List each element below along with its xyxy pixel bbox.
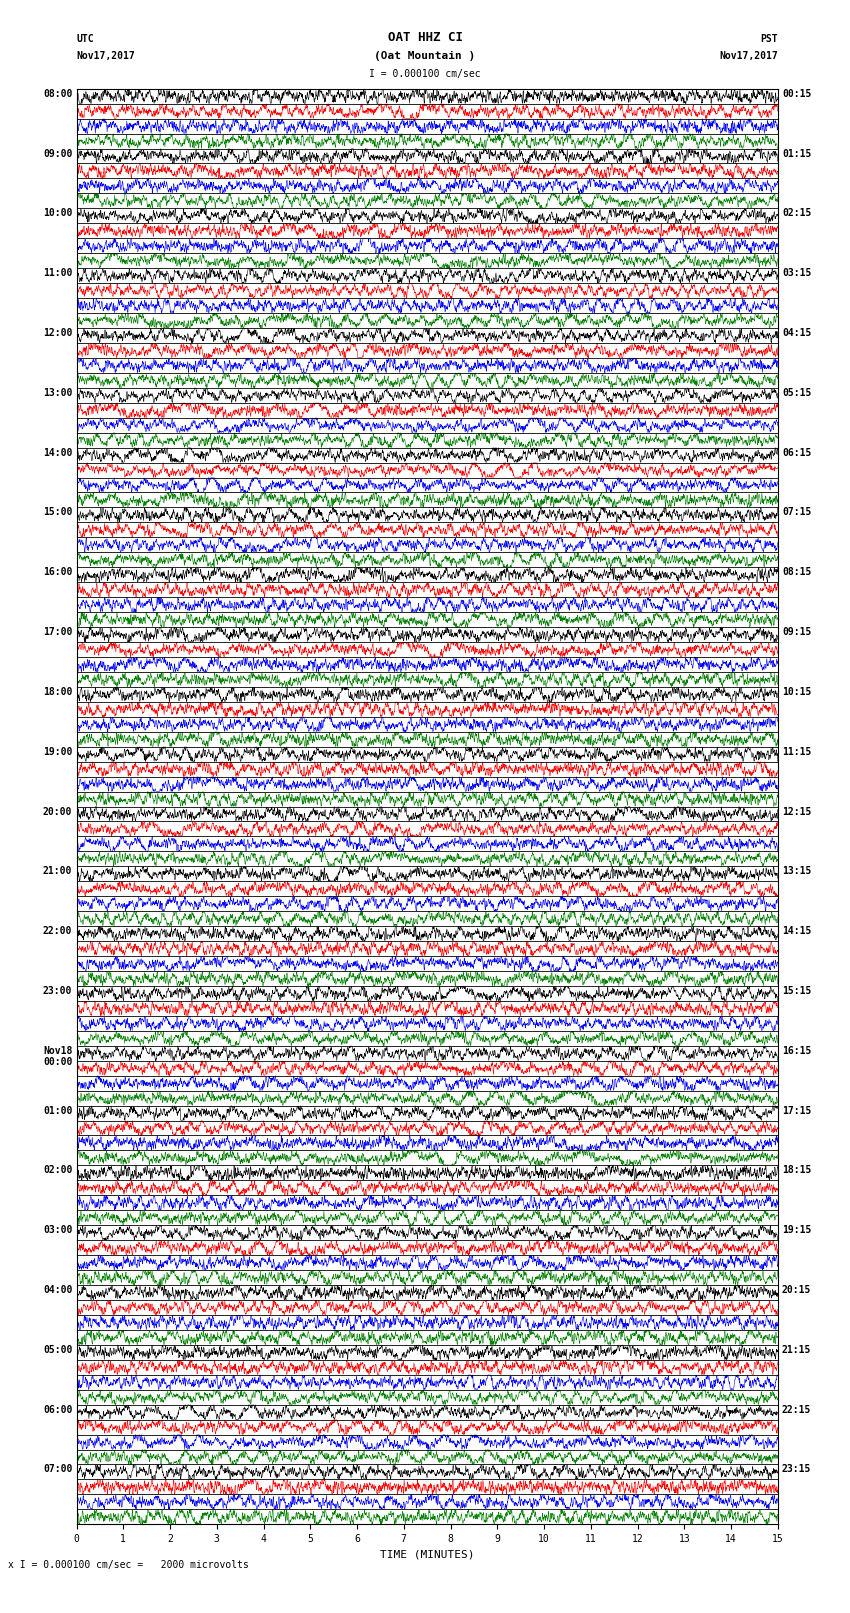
- Text: 18:00: 18:00: [42, 687, 72, 697]
- Text: 01:15: 01:15: [782, 148, 812, 158]
- Text: 10:15: 10:15: [782, 687, 812, 697]
- Text: 22:15: 22:15: [782, 1405, 812, 1415]
- Text: 08:00: 08:00: [42, 89, 72, 98]
- Text: 03:00: 03:00: [42, 1226, 72, 1236]
- Text: 22:00: 22:00: [42, 926, 72, 936]
- Text: 04:15: 04:15: [782, 327, 812, 339]
- Text: 06:00: 06:00: [42, 1405, 72, 1415]
- Text: 07:00: 07:00: [42, 1465, 72, 1474]
- Text: 00:15: 00:15: [782, 89, 812, 98]
- Text: 09:00: 09:00: [42, 148, 72, 158]
- Text: 17:00: 17:00: [42, 627, 72, 637]
- Text: OAT HHZ CI: OAT HHZ CI: [388, 31, 462, 44]
- Text: 11:15: 11:15: [782, 747, 812, 756]
- Text: 13:15: 13:15: [782, 866, 812, 876]
- Text: x I = 0.000100 cm/sec =   2000 microvolts: x I = 0.000100 cm/sec = 2000 microvolts: [8, 1560, 249, 1569]
- Text: 12:00: 12:00: [42, 327, 72, 339]
- Text: 10:00: 10:00: [42, 208, 72, 218]
- Text: 13:00: 13:00: [42, 387, 72, 398]
- Text: Nov17,2017: Nov17,2017: [719, 52, 778, 61]
- Text: PST: PST: [760, 34, 778, 44]
- Text: 08:15: 08:15: [782, 568, 812, 577]
- Text: 05:00: 05:00: [42, 1345, 72, 1355]
- Text: 18:15: 18:15: [782, 1165, 812, 1176]
- Text: 03:15: 03:15: [782, 268, 812, 277]
- Text: 23:15: 23:15: [782, 1465, 812, 1474]
- Text: 15:15: 15:15: [782, 986, 812, 995]
- Text: 07:15: 07:15: [782, 508, 812, 518]
- Text: 20:15: 20:15: [782, 1286, 812, 1295]
- Text: 02:00: 02:00: [42, 1165, 72, 1176]
- Text: (Oat Mountain ): (Oat Mountain ): [374, 52, 476, 61]
- Text: 15:00: 15:00: [42, 508, 72, 518]
- Text: 16:15: 16:15: [782, 1045, 812, 1057]
- X-axis label: TIME (MINUTES): TIME (MINUTES): [380, 1550, 474, 1560]
- Text: 12:15: 12:15: [782, 806, 812, 816]
- Text: 17:15: 17:15: [782, 1105, 812, 1116]
- Text: 02:15: 02:15: [782, 208, 812, 218]
- Text: 21:00: 21:00: [42, 866, 72, 876]
- Text: 05:15: 05:15: [782, 387, 812, 398]
- Text: 06:15: 06:15: [782, 447, 812, 458]
- Text: 19:15: 19:15: [782, 1226, 812, 1236]
- Text: 01:00: 01:00: [42, 1105, 72, 1116]
- Text: 14:00: 14:00: [42, 447, 72, 458]
- Text: Nov17,2017: Nov17,2017: [76, 52, 135, 61]
- Text: 21:15: 21:15: [782, 1345, 812, 1355]
- Text: 23:00: 23:00: [42, 986, 72, 995]
- Text: 09:15: 09:15: [782, 627, 812, 637]
- Text: 14:15: 14:15: [782, 926, 812, 936]
- Text: 20:00: 20:00: [42, 806, 72, 816]
- Text: UTC: UTC: [76, 34, 94, 44]
- Text: 19:00: 19:00: [42, 747, 72, 756]
- Text: I = 0.000100 cm/sec: I = 0.000100 cm/sec: [369, 69, 481, 79]
- Text: 16:00: 16:00: [42, 568, 72, 577]
- Text: 11:00: 11:00: [42, 268, 72, 277]
- Text: Nov18
00:00: Nov18 00:00: [42, 1045, 72, 1068]
- Text: 04:00: 04:00: [42, 1286, 72, 1295]
